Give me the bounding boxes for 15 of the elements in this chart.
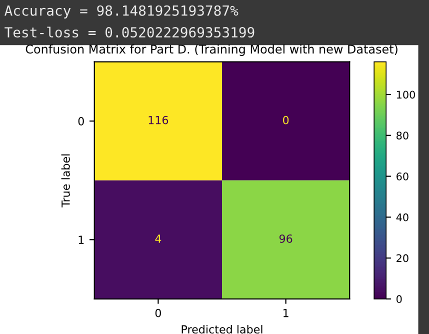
color-bar-label: 40	[396, 213, 408, 222]
color-bar-label: 100	[396, 90, 416, 99]
y-axis-title: True label	[61, 154, 70, 208]
data-label: 96	[279, 234, 292, 243]
data-label: 0	[283, 116, 289, 124]
data-label: 116	[148, 116, 168, 124]
data-label: 4	[155, 234, 162, 243]
text: Test-loss = 0.0520222969353199	[4, 26, 254, 38]
chart-title: Confusion Matrix for Part D. (Training Model with new Dataset)	[26, 44, 398, 56]
color-bar-label: 20	[396, 254, 408, 262]
color-bar-label: 0	[396, 295, 402, 304]
color-bar-label: 80	[396, 132, 408, 140]
color-bar-label: 60	[396, 172, 408, 180]
text: Accuracy = 98.1481925193787%	[4, 5, 238, 19]
x-axis-title: Predicted label	[182, 324, 262, 334]
